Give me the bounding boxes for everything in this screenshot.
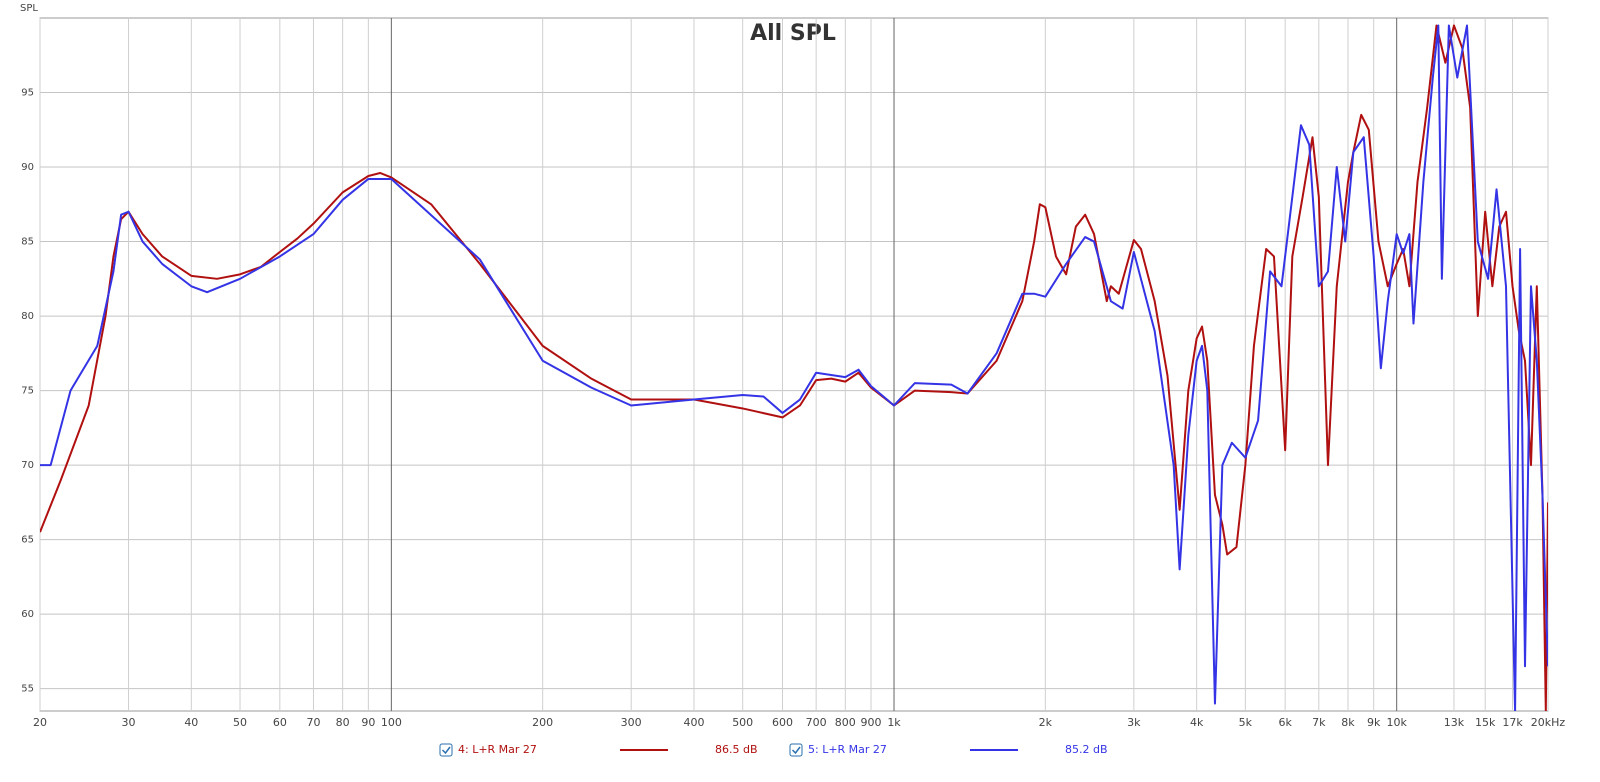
data-line — [40, 24, 1548, 711]
x-tick-label: 17k — [1502, 716, 1523, 729]
legend-label: 5: L+R Mar 27 — [808, 743, 887, 756]
checkbox-check — [441, 746, 451, 755]
x-tick-label: 30 — [122, 716, 136, 729]
x-tick-label: 10k — [1386, 716, 1407, 729]
checkbox-box — [439, 743, 453, 757]
x-tick-label: 800 — [835, 716, 856, 729]
x-tick-label: 700 — [806, 716, 827, 729]
legend-checkbox[interactable] — [789, 743, 803, 757]
x-tick-label: 8k — [1341, 716, 1355, 729]
x-tick-label: 90 — [361, 716, 375, 729]
x-tick-label: 9k — [1367, 716, 1381, 729]
x-tick-label: 80 — [336, 716, 350, 729]
y-tick-label: 95 — [21, 88, 34, 99]
x-tick-label: 15k — [1475, 716, 1496, 729]
legend-label: 4: L+R Mar 27 — [458, 743, 537, 756]
x-tick-label: 70 — [306, 716, 320, 729]
x-tick-label: 20kHz — [1531, 716, 1566, 729]
y-tick-label: 90 — [21, 162, 34, 173]
x-tick-label: 20 — [33, 716, 47, 729]
y-tick-label: 75 — [21, 386, 34, 397]
y-tick-label: 85 — [21, 237, 34, 248]
legend-level: 86.5 dB — [715, 743, 758, 756]
x-tick-label: 900 — [861, 716, 882, 729]
x-tick-label: 50 — [233, 716, 247, 729]
x-tick-label: 100 — [381, 716, 402, 729]
x-tick-label: 4k — [1190, 716, 1204, 729]
x-tick-label: 400 — [683, 716, 704, 729]
y-tick-label: 65 — [21, 535, 34, 546]
x-tick-label: 60 — [273, 716, 287, 729]
x-tick-label: 200 — [532, 716, 553, 729]
x-tick-label: 1k — [887, 716, 901, 729]
x-tick-label: 13k — [1444, 716, 1465, 729]
x-tick-label: 3k — [1127, 716, 1141, 729]
data-line — [40, 24, 1548, 711]
x-tick-label: 600 — [772, 716, 793, 729]
checkbox-check — [791, 746, 801, 755]
legend-level: 85.2 dB — [1065, 743, 1108, 756]
x-tick-label: 40 — [184, 716, 198, 729]
y-axis-label: SPL — [20, 3, 38, 14]
checkbox-box — [789, 743, 803, 757]
y-tick-label: 80 — [21, 311, 34, 322]
y-tick-label: 70 — [21, 460, 34, 471]
x-tick-label: 5k — [1239, 716, 1253, 729]
legend-checkbox[interactable] — [439, 743, 453, 757]
chart-title: All SPL — [750, 21, 836, 46]
x-tick-label: 6k — [1278, 716, 1292, 729]
x-tick-label: 7k — [1312, 716, 1326, 729]
x-tick-label: 2k — [1039, 716, 1053, 729]
x-tick-label: 500 — [732, 716, 753, 729]
y-tick-label: 55 — [21, 684, 34, 695]
plot-area — [39, 17, 1549, 712]
y-tick-label: 60 — [21, 609, 34, 620]
x-tick-label: 300 — [621, 716, 642, 729]
